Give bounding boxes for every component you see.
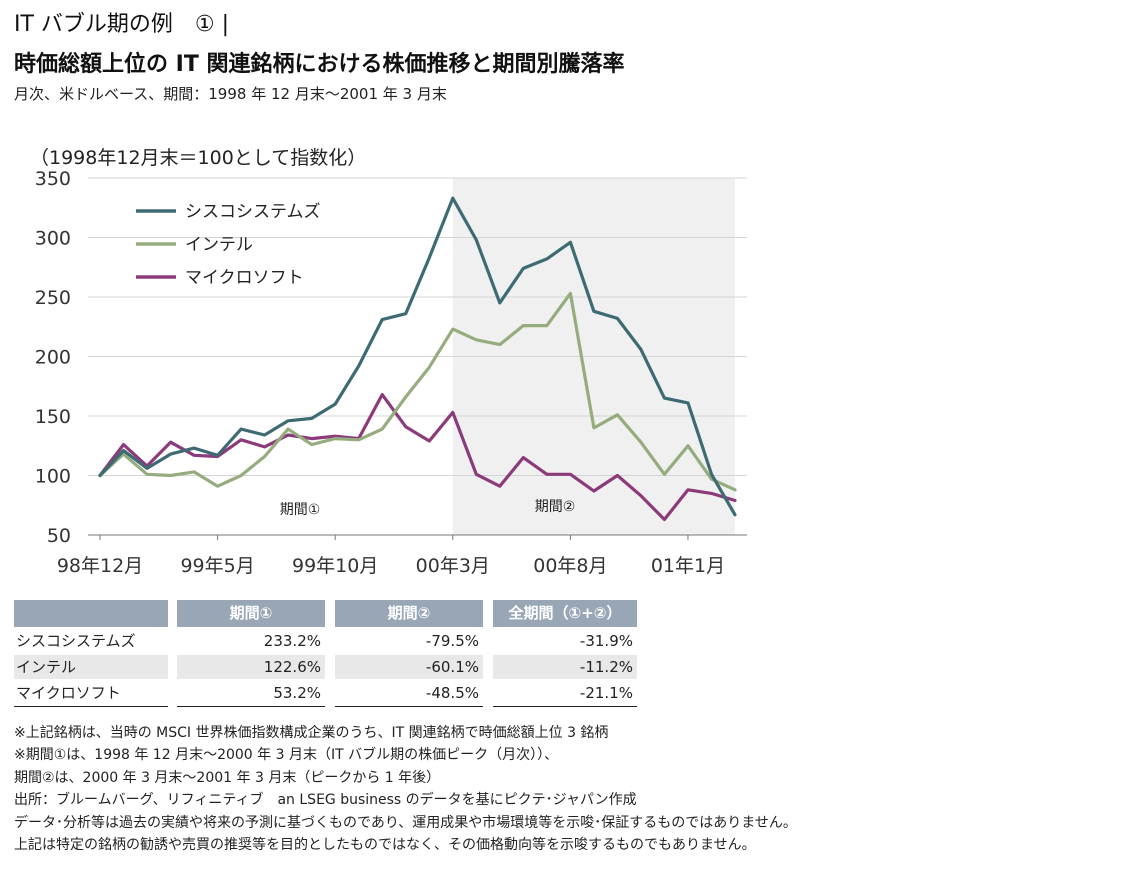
x-axis: 98年12月 99年5月 99年10月 00年3月 00年8月 01年1月 [57, 535, 725, 577]
legend-label: インテル [185, 235, 253, 255]
x-tick-label: 99年10月 [292, 555, 378, 577]
table-row-bg [14, 655, 168, 679]
table-row-name: シスコシステムズ [16, 632, 136, 650]
table-cell: -48.5% [425, 684, 479, 702]
table-cell: 233.2% [263, 632, 321, 650]
y-tick-label: 50 [47, 525, 71, 547]
table-header-total: 全期間（①+②） [493, 600, 637, 627]
table-cell: -21.1% [579, 684, 633, 702]
x-tick-label: 99年5月 [180, 555, 254, 577]
line-chart: 50 100 150 200 250 300 350 98年12月 99年5月 99年10月 00… [30, 147, 747, 577]
x-tick-label: 00年8月 [533, 555, 607, 577]
table-bottom-rule [177, 706, 325, 707]
footnote: ※期間①は、1998 年 12 月末～2000 年 3 月末（IT バブル期の株… [14, 747, 559, 764]
table-row-name: マイクロソフト [16, 684, 121, 702]
footnote: 期間②は、2000 年 3 月末～2001 年 3 月末（ピークから 1 年後） [14, 769, 441, 786]
y-tick-label: 150 [35, 406, 71, 428]
table-bottom-rule [493, 706, 637, 707]
y-tick-label: 300 [35, 228, 71, 250]
y-axis: 50 100 150 200 250 300 350 [35, 168, 71, 547]
title-line-1: IT バブル期の例 ① | [14, 12, 230, 37]
footnotes: ※上記銘柄は、当時の MSCI 世界株価指数構成企業のうち、IT 関連銘柄で時価… [14, 722, 797, 856]
footnote: 上記は特定の銘柄の勧誘や売買の推奨等を目的としたものではなく、その価格動向等を示… [14, 837, 756, 854]
table-bottom-rule [335, 706, 483, 707]
period-2-label: 期間② [535, 499, 576, 515]
index-note: （1998年12月末＝100として指数化） [30, 147, 366, 169]
table-cell: 122.6% [263, 658, 321, 676]
series-line [98, 393, 737, 522]
y-tick-label: 350 [35, 168, 71, 190]
x-tick-label: 00年3月 [416, 555, 490, 577]
table-row-bg [335, 655, 483, 679]
legend-label: マイクロソフト [185, 268, 304, 288]
table-header-blank [14, 600, 168, 627]
table-cell: 53.2% [273, 684, 321, 702]
y-tick-label: 100 [35, 466, 71, 488]
footnote: ※上記銘柄は、当時の MSCI 世界株価指数構成企業のうち、IT 関連銘柄で時価… [14, 725, 609, 741]
table-row-bg [177, 655, 325, 679]
legend-label: シスコシステムズ [185, 202, 321, 222]
table-header-period1: 期間① [177, 600, 325, 627]
period-1-label: 期間① [280, 502, 321, 518]
footnote: データ･分析等は過去の実績や将来の予測に基づくものであり、運用成果や市場環境等を… [14, 814, 797, 831]
table-bottom-rule [14, 706, 168, 707]
table-row-name: インテル [16, 658, 77, 676]
table-cell: -11.2% [579, 658, 633, 676]
series-line [98, 291, 737, 492]
series-line [98, 196, 737, 517]
table-cell: -60.1% [425, 658, 479, 676]
table-row-bg [493, 655, 637, 679]
y-tick-label: 250 [35, 287, 71, 309]
y-tick-label: 200 [35, 347, 71, 369]
x-tick-label: 01年1月 [651, 555, 725, 577]
table-cell: -31.9% [579, 632, 633, 650]
series-lines [98, 196, 737, 522]
chart-subtitle: 月次、米ドルベース、期間：1998 年 12 月末～2001 年 3 月末 [14, 85, 447, 103]
table-cell: -79.5% [425, 632, 479, 650]
footnote: 出所：ブルームバーグ、リフィニティブ an LSEG business のデータ… [14, 792, 637, 809]
grid-lines [88, 177, 747, 536]
chart-title: 時価総額上位の IT 関連銘柄における株価推移と期間別騰落率 [14, 52, 625, 77]
x-tick-label: 98年12月 [57, 555, 143, 577]
table-header-period2: 期間② [335, 600, 483, 627]
